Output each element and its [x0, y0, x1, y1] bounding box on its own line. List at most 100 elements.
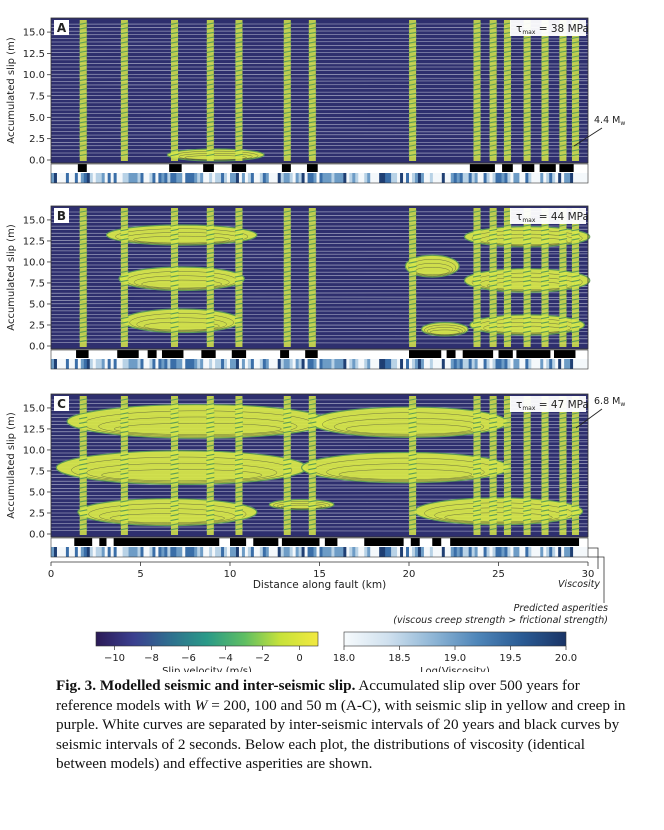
seismic-column-tick	[489, 270, 498, 273]
seismic-column-tick	[540, 242, 550, 246]
seismic-column-tick	[308, 481, 317, 485]
seismic-column-tick	[408, 265, 417, 269]
seismic-column-tick	[283, 476, 292, 480]
seismic-column-tick	[472, 275, 482, 278]
seismic-column-tick	[503, 36, 512, 40]
seismic-column-tick	[540, 321, 550, 324]
seismic-column-tick	[540, 233, 550, 237]
seismic-column-tick	[558, 242, 568, 246]
viscosity-cell	[489, 359, 493, 369]
seismic-column-tick	[408, 73, 417, 77]
seismic-column-tick	[283, 256, 292, 260]
seismic-column-tick	[571, 134, 580, 138]
seismic-column	[409, 396, 417, 535]
seismic-column	[120, 20, 128, 161]
seismic-column-tick	[523, 463, 532, 466]
seismic-column-tick	[540, 102, 550, 105]
seismic-column-tick	[234, 302, 244, 306]
seismic-column-tick	[308, 398, 317, 401]
seismic-column-tick	[523, 50, 532, 54]
seismic-column-tick	[523, 238, 532, 241]
seismic-column-tick	[571, 339, 580, 343]
seismic-column-tick	[234, 69, 244, 72]
viscosity-cell	[224, 547, 228, 557]
seismic-column-tick	[523, 97, 532, 100]
seismic-column-tick	[408, 55, 417, 58]
seismic-column-tick	[79, 495, 88, 498]
viscosity-cell	[107, 173, 112, 183]
viscosity-cell	[432, 547, 437, 557]
seismic-column-tick	[571, 59, 580, 63]
seismic-column-tick	[234, 59, 244, 63]
seismic-curve	[280, 504, 323, 509]
seismic-column-tick	[206, 500, 215, 503]
seismic-column-tick	[472, 219, 482, 223]
viscosity-cell	[200, 547, 204, 557]
seismic-column-tick	[308, 523, 317, 526]
seismic-column-tick	[206, 275, 215, 278]
seismic-column-tick	[120, 481, 129, 485]
seismic-column-tick	[503, 458, 512, 461]
viscosity-cell	[304, 547, 308, 557]
seismic-column-tick	[206, 97, 215, 100]
seismic-column-tick	[170, 421, 179, 425]
asperity-segment	[281, 164, 291, 172]
seismic-column-tick	[472, 430, 482, 434]
seismic-column-tick	[79, 426, 88, 429]
viscosity-cell	[253, 547, 258, 557]
seismic-column-tick	[408, 233, 417, 237]
seismic-column-tick	[472, 88, 482, 91]
seismic-column-tick	[170, 92, 179, 96]
seismic-column-tick	[503, 335, 512, 338]
seismic-column-tick	[472, 504, 482, 508]
seismic-column-tick	[489, 463, 498, 466]
viscosity-cell	[212, 359, 216, 369]
seismic-column-tick	[120, 219, 129, 223]
asperity-segment	[77, 164, 87, 172]
seismic-column-tick	[79, 134, 88, 138]
seismic-column-tick	[408, 210, 417, 213]
seismic-column-tick	[503, 302, 512, 306]
seismic-column-tick	[472, 233, 482, 237]
seismic-column-tick	[472, 69, 482, 72]
caption-text-2: = 200, 100 and 50 m (A-C), with seismic …	[56, 696, 626, 773]
seismic-column-tick	[170, 55, 179, 58]
seismic-column-tick	[283, 513, 292, 517]
seismic-column-tick	[523, 251, 532, 255]
interseismic-curve	[50, 253, 589, 255]
viscosity-cell	[570, 359, 574, 369]
seismic-column-tick	[408, 325, 417, 329]
seismic-column-tick	[234, 125, 244, 129]
seismic-column-tick	[489, 330, 498, 334]
seismic-column-tick	[408, 321, 417, 324]
seismic-column-tick	[503, 504, 512, 508]
seismic-column-tick	[234, 270, 244, 273]
seismic-column-tick	[571, 242, 580, 246]
seismic-column-tick	[206, 78, 215, 82]
seismic-column-tick	[472, 284, 482, 287]
seismic-column-tick	[120, 523, 129, 526]
seismic-column-tick	[571, 504, 580, 508]
viscosity-cell	[170, 547, 174, 557]
seismic-column-tick	[503, 527, 512, 531]
seismic-column-tick	[308, 73, 317, 77]
asperity-segment	[462, 350, 494, 358]
viscosity-cell	[468, 359, 473, 369]
seismic-column-tick	[540, 41, 550, 44]
seismic-column-tick	[170, 412, 179, 415]
seismic-column-tick	[472, 293, 482, 297]
seismic-column-tick	[283, 275, 292, 278]
interseismic-curve	[50, 134, 589, 136]
seismic-column-tick	[206, 153, 215, 157]
seismic-column-tick	[234, 251, 244, 255]
seismic-column-tick	[234, 233, 244, 237]
seismic-column-tick	[206, 504, 215, 508]
viscosity-cell	[495, 547, 499, 557]
seismic-column-tick	[120, 407, 129, 411]
viscosity-cell	[280, 547, 285, 557]
seismic-column-tick	[503, 284, 512, 287]
viscosity-cell	[271, 173, 276, 183]
seismic-column-tick	[283, 486, 292, 489]
seismic-column-tick	[283, 421, 292, 425]
viscosity-cell	[51, 547, 55, 557]
